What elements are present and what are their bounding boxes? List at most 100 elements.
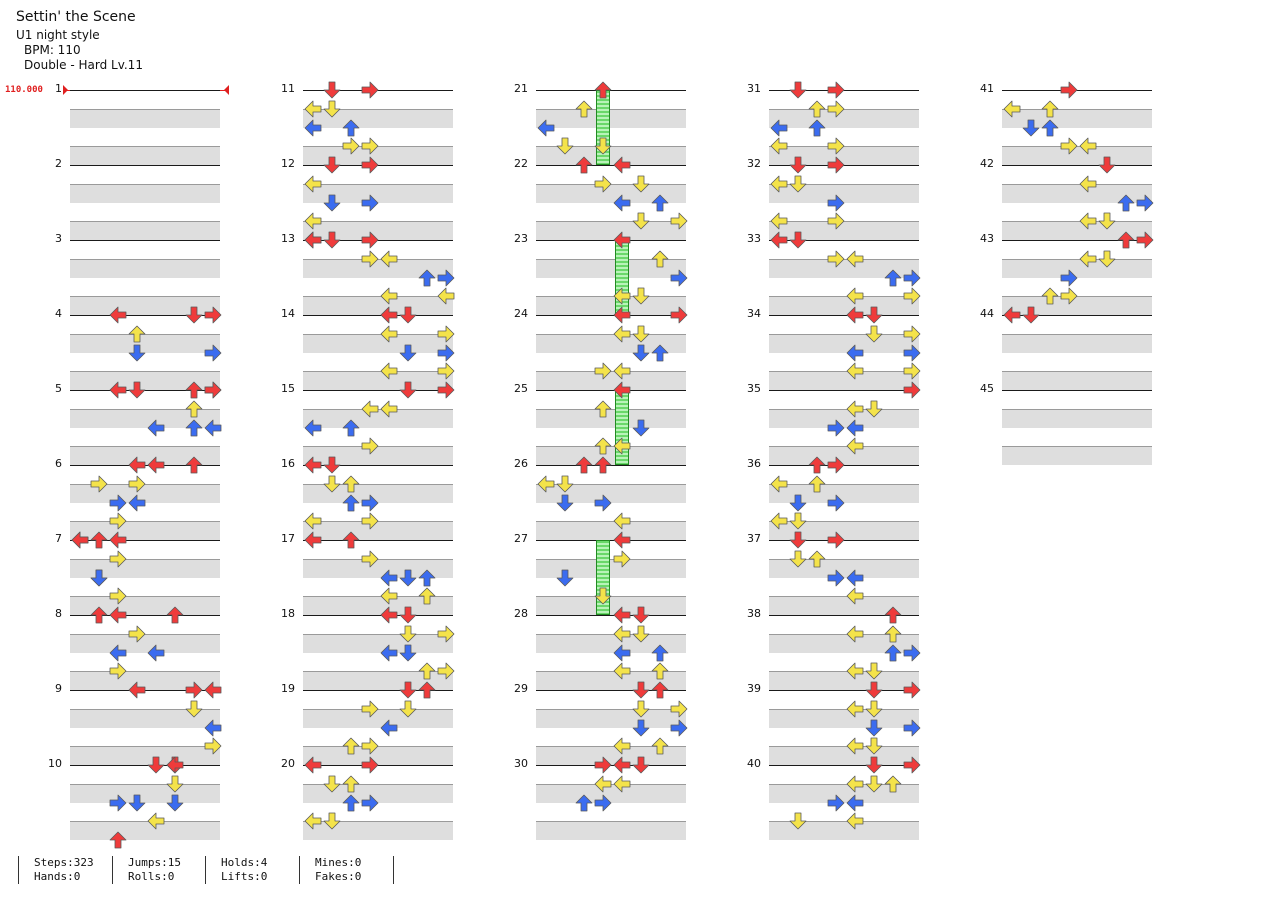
arrow-down-icon [555, 493, 575, 513]
measure-number: 32 [747, 157, 761, 170]
bpm-change-label: 110.000 [5, 85, 43, 95]
measure-number: 41 [980, 82, 994, 95]
beat-band [70, 108, 220, 128]
arrow-down-icon [184, 699, 204, 719]
arrow-up-icon [341, 474, 361, 494]
arrow-down-icon [398, 568, 418, 588]
measure-line [303, 465, 453, 466]
measure-number: 19 [281, 682, 295, 695]
arrow-up-icon [417, 680, 437, 700]
arrow-down-icon [398, 343, 418, 363]
measure-number: 21 [514, 82, 528, 95]
measure-line [536, 390, 686, 391]
measure-line [70, 165, 220, 166]
arrow-right-icon [436, 343, 456, 363]
arrow-left-icon [1078, 174, 1098, 194]
arrow-right-icon [360, 155, 380, 175]
arrow-left-icon [303, 511, 323, 531]
beat-band [769, 671, 919, 691]
beat-band [303, 483, 453, 503]
arrow-left-icon [612, 305, 632, 325]
arrow-left-icon [845, 361, 865, 381]
measure-line [303, 690, 453, 691]
beat-band [769, 183, 919, 203]
arrow-left-icon [845, 774, 865, 794]
arrow-down-icon [631, 755, 651, 775]
arrow-down-icon [788, 174, 808, 194]
arrow-left-icon [146, 811, 166, 831]
arrow-right-icon [360, 793, 380, 813]
arrow-down-icon [788, 493, 808, 513]
arrow-right-icon [1059, 80, 1079, 100]
beat-band [1002, 258, 1152, 278]
arrow-left-icon [769, 211, 789, 231]
arrow-left-icon [303, 99, 323, 119]
arrow-down-icon [322, 230, 342, 250]
beat-band [70, 146, 220, 166]
arrow-down-icon [631, 211, 651, 231]
beat-band [303, 821, 453, 841]
measure-number: 15 [281, 382, 295, 395]
arrow-up-icon [341, 418, 361, 438]
arrow-down-icon [127, 380, 147, 400]
beat-band [536, 521, 686, 541]
beat-band [70, 558, 220, 578]
arrow-up-icon [127, 324, 147, 344]
measure-line [303, 615, 453, 616]
arrow-right-icon [669, 718, 689, 738]
arrow-right-icon [826, 155, 846, 175]
bpm-marker-left-icon [63, 85, 68, 95]
stats-divider [299, 856, 300, 884]
arrow-left-icon [612, 286, 632, 306]
beat-band [536, 258, 686, 278]
arrow-left-icon [303, 418, 323, 438]
arrow-down-icon [322, 811, 342, 831]
arrow-right-icon [360, 511, 380, 531]
chart-column-4 [769, 81, 921, 841]
arrow-down-icon [788, 549, 808, 569]
arrow-right-icon [436, 268, 456, 288]
arrow-left-icon [379, 286, 399, 306]
arrow-up-icon [184, 399, 204, 419]
beat-band [303, 371, 453, 391]
arrow-right-icon [826, 136, 846, 156]
arrow-up-icon [89, 530, 109, 550]
arrow-left-icon [845, 286, 865, 306]
arrow-down-icon [593, 136, 613, 156]
arrow-left-icon [303, 211, 323, 231]
beat-band [1002, 108, 1152, 128]
measure-line [303, 390, 453, 391]
chart-column-1 [70, 90, 222, 849]
arrow-down-icon [864, 774, 884, 794]
beat-band [70, 446, 220, 466]
measure-number: 2 [55, 157, 62, 170]
arrow-left-icon [379, 605, 399, 625]
arrow-right-icon [360, 136, 380, 156]
song-difficulty: Double - Hard Lv.11 [24, 58, 143, 72]
arrow-left-icon [845, 399, 865, 419]
measure-number: 10 [48, 757, 62, 770]
measure-number: 20 [281, 757, 295, 770]
song-title: Settin' the Scene [16, 9, 136, 25]
beat-band [1002, 183, 1152, 203]
beat-band [303, 633, 453, 653]
arrow-left-icon [612, 624, 632, 644]
arrow-left-icon [769, 136, 789, 156]
arrow-right-icon [341, 136, 361, 156]
arrow-right-icon [1135, 193, 1155, 213]
arrow-up-icon [883, 643, 903, 663]
measure-line [70, 765, 220, 766]
beat-band [536, 483, 686, 503]
arrow-right-icon [108, 661, 128, 681]
beat-band [70, 333, 220, 353]
arrow-right-icon [436, 324, 456, 344]
arrow-left-icon [845, 736, 865, 756]
measure-line [70, 315, 220, 316]
arrow-left-icon [612, 380, 632, 400]
arrow-right-icon [360, 193, 380, 213]
beat-band [70, 596, 220, 616]
arrow-left-icon [146, 455, 166, 475]
arrow-left-icon [612, 193, 632, 213]
arrow-left-icon [360, 399, 380, 419]
beat-band [769, 783, 919, 803]
